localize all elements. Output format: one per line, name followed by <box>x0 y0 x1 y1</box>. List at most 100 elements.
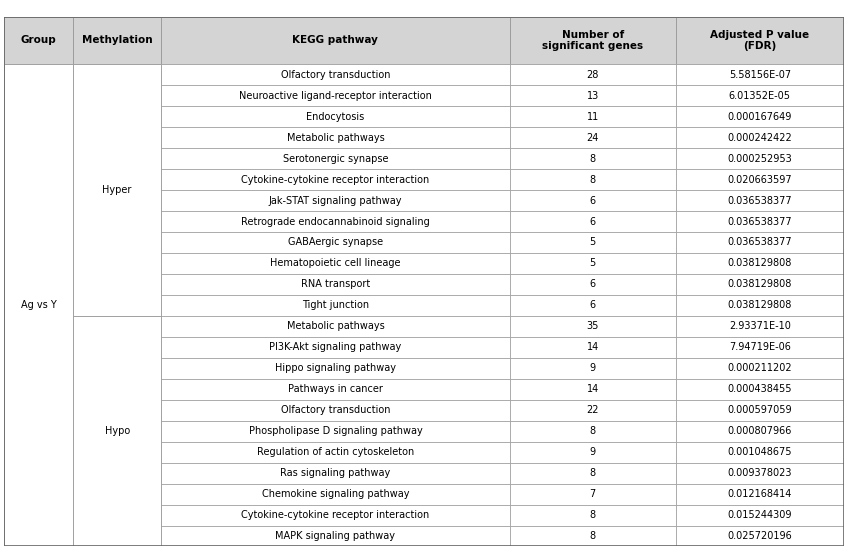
Bar <box>4 64 73 546</box>
Bar <box>161 211 510 232</box>
Bar <box>676 274 844 295</box>
Text: Retrograde endocannabinoid signaling: Retrograde endocannabinoid signaling <box>241 216 430 226</box>
Text: 6: 6 <box>589 216 596 226</box>
Text: 8: 8 <box>589 153 596 163</box>
Text: Hyper: Hyper <box>103 185 131 195</box>
Bar <box>510 253 676 274</box>
Bar <box>676 358 844 379</box>
Text: PI3K-Akt signaling pathway: PI3K-Akt signaling pathway <box>270 342 402 352</box>
Text: 5: 5 <box>589 258 596 268</box>
Text: 0.000807966: 0.000807966 <box>728 426 792 436</box>
Bar <box>676 505 844 526</box>
Bar <box>510 379 676 400</box>
Text: 8: 8 <box>589 468 596 478</box>
Text: 9: 9 <box>589 363 596 373</box>
Bar <box>161 274 510 295</box>
Bar <box>161 400 510 421</box>
Bar <box>676 127 844 148</box>
Text: 0.000242422: 0.000242422 <box>728 132 792 142</box>
Text: Metabolic pathways: Metabolic pathways <box>287 321 384 331</box>
Text: Cytokine-cytokine receptor interaction: Cytokine-cytokine receptor interaction <box>242 174 430 184</box>
Text: Group: Group <box>21 35 57 45</box>
Bar <box>73 17 161 64</box>
Text: Hematopoietic cell lineage: Hematopoietic cell lineage <box>271 258 401 268</box>
Bar <box>161 358 510 379</box>
Bar <box>161 253 510 274</box>
Text: 13: 13 <box>587 91 599 100</box>
Text: 0.038129808: 0.038129808 <box>728 258 792 268</box>
Bar <box>676 253 844 274</box>
Bar <box>676 64 844 85</box>
Text: 5.58156E-07: 5.58156E-07 <box>728 70 791 79</box>
Text: 22: 22 <box>587 405 599 415</box>
Bar <box>510 421 676 442</box>
Bar <box>510 295 676 316</box>
Text: Adjusted P value
(FDR): Adjusted P value (FDR) <box>711 30 809 51</box>
Text: 8: 8 <box>589 531 596 541</box>
Bar <box>510 127 676 148</box>
Text: MAPK signaling pathway: MAPK signaling pathway <box>276 531 395 541</box>
Bar <box>510 337 676 358</box>
Bar <box>676 17 844 64</box>
Text: Ag vs Y: Ag vs Y <box>21 300 57 310</box>
Text: Ras signaling pathway: Ras signaling pathway <box>281 468 391 478</box>
Bar <box>676 442 844 463</box>
Text: 7.94719E-06: 7.94719E-06 <box>729 342 790 352</box>
Bar <box>510 190 676 211</box>
Bar <box>161 442 510 463</box>
Text: 24: 24 <box>587 132 599 142</box>
Text: GABAergic synapse: GABAergic synapse <box>287 237 383 247</box>
Text: 0.025720196: 0.025720196 <box>728 531 792 541</box>
Bar <box>161 526 510 546</box>
Bar <box>73 316 161 546</box>
Bar <box>676 85 844 106</box>
Text: 0.000211202: 0.000211202 <box>728 363 792 373</box>
Text: 6: 6 <box>589 279 596 289</box>
Bar <box>676 211 844 232</box>
Text: Neuroactive ligand-receptor interaction: Neuroactive ligand-receptor interaction <box>239 91 432 100</box>
Bar <box>510 17 676 64</box>
Bar <box>510 400 676 421</box>
Text: Hippo signaling pathway: Hippo signaling pathway <box>275 363 396 373</box>
Text: 0.036538377: 0.036538377 <box>728 216 792 226</box>
Bar <box>510 505 676 526</box>
Text: Tight junction: Tight junction <box>302 300 369 310</box>
Bar <box>510 358 676 379</box>
Text: Number of
significant genes: Number of significant genes <box>542 30 644 51</box>
Text: 0.001048675: 0.001048675 <box>728 447 792 457</box>
Bar <box>161 484 510 505</box>
Bar <box>510 106 676 127</box>
Bar <box>510 148 676 169</box>
Text: 11: 11 <box>587 112 599 121</box>
Text: Metabolic pathways: Metabolic pathways <box>287 132 384 142</box>
Text: RNA transport: RNA transport <box>301 279 370 289</box>
Text: 0.000597059: 0.000597059 <box>728 405 792 415</box>
Text: 6: 6 <box>589 195 596 205</box>
Bar <box>676 484 844 505</box>
Bar <box>161 106 510 127</box>
Text: 14: 14 <box>587 342 599 352</box>
Text: 0.015244309: 0.015244309 <box>728 510 792 520</box>
Text: 0.000252953: 0.000252953 <box>728 153 792 163</box>
Text: 8: 8 <box>589 174 596 184</box>
Bar <box>510 64 676 85</box>
Bar <box>161 337 510 358</box>
Text: 6: 6 <box>589 300 596 310</box>
Text: Jak-STAT signaling pathway: Jak-STAT signaling pathway <box>269 195 402 205</box>
Text: 0.036538377: 0.036538377 <box>728 195 792 205</box>
Text: 0.036538377: 0.036538377 <box>728 237 792 247</box>
Bar <box>676 190 844 211</box>
Text: KEGG pathway: KEGG pathway <box>293 35 378 45</box>
Text: 9: 9 <box>589 447 596 457</box>
Text: 35: 35 <box>587 321 599 331</box>
Bar <box>510 232 676 253</box>
Text: Cytokine-cytokine receptor interaction: Cytokine-cytokine receptor interaction <box>242 510 430 520</box>
Bar <box>161 379 510 400</box>
Bar <box>510 169 676 190</box>
Bar <box>161 148 510 169</box>
Bar <box>161 190 510 211</box>
Bar <box>676 337 844 358</box>
Text: Olfactory transduction: Olfactory transduction <box>281 70 390 79</box>
Bar <box>510 274 676 295</box>
Text: 5: 5 <box>589 237 596 247</box>
